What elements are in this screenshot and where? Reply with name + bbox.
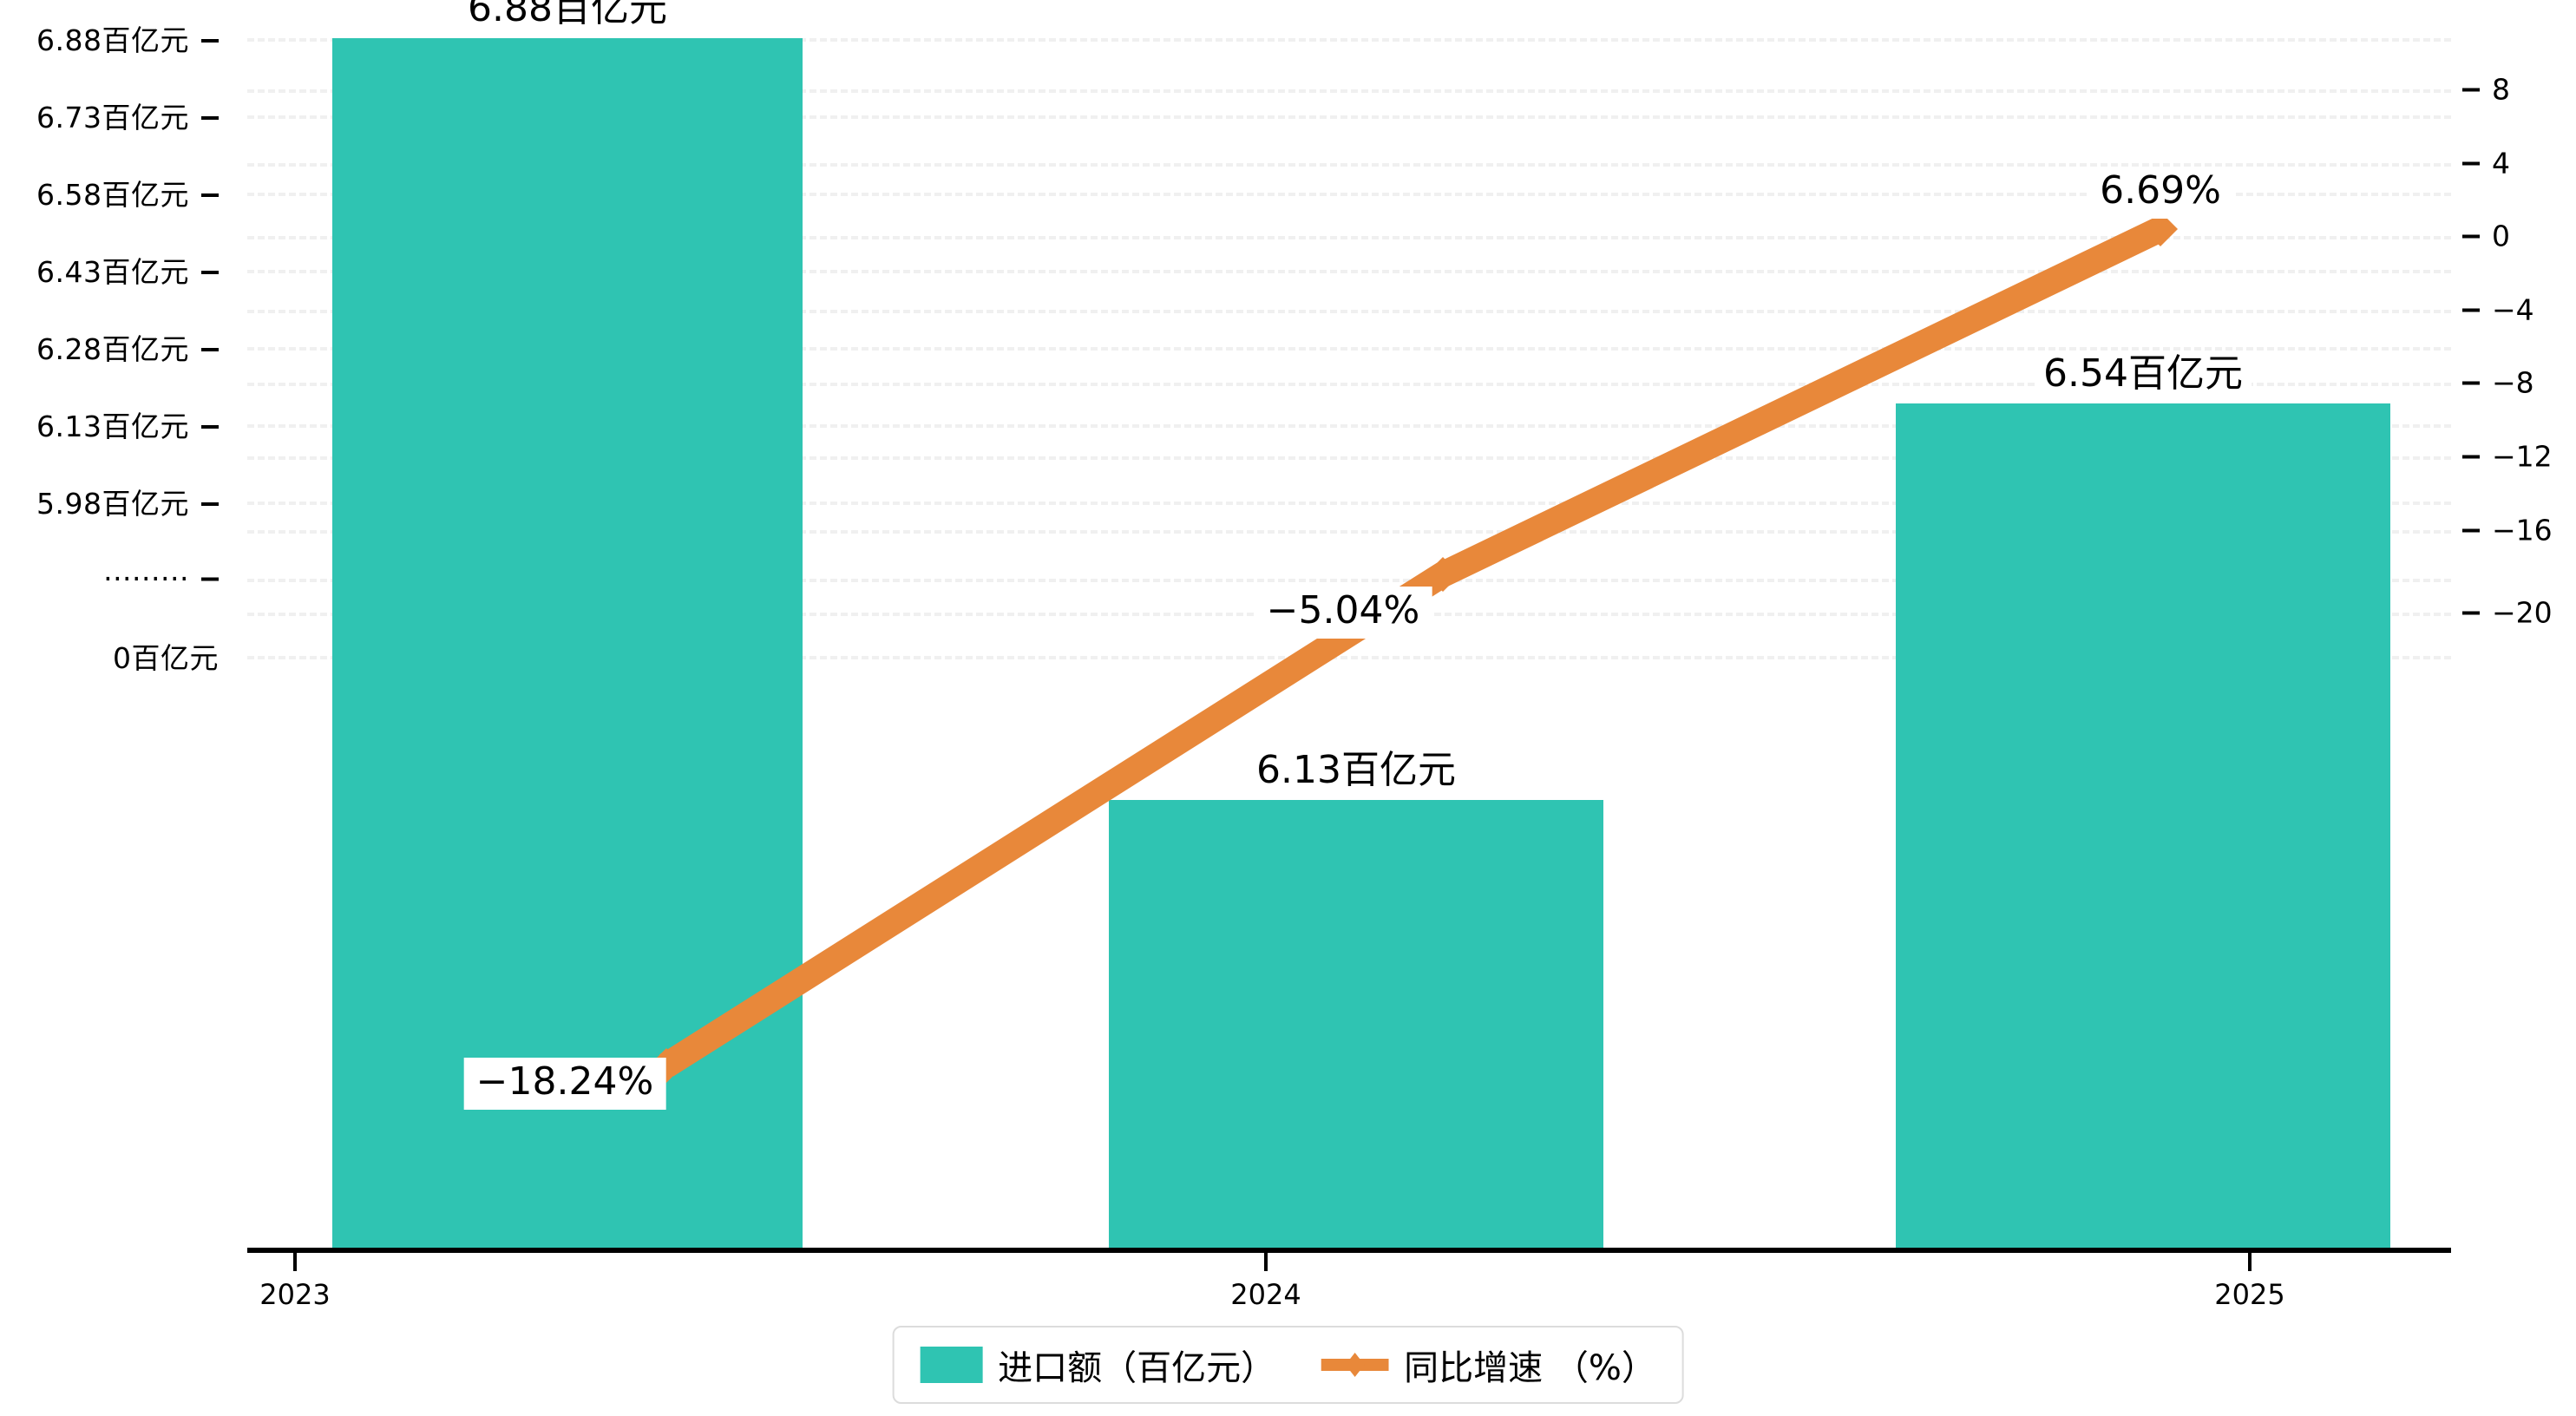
y-axis-right-tick-label: −12 bbox=[2492, 439, 2553, 474]
y-axis-right-tick: 0 bbox=[2462, 220, 2510, 253]
x-axis-tick-label-2025: 2025 bbox=[2214, 1278, 2285, 1311]
y-axis-right-tick-label: −4 bbox=[2492, 292, 2534, 327]
gridline bbox=[247, 89, 2451, 93]
bar-value-label-2023: 6.88百亿元 bbox=[459, 0, 676, 33]
y-axis-right-tick: 8 bbox=[2462, 73, 2510, 107]
y-axis-right-tick: −20 bbox=[2462, 596, 2553, 630]
y-axis-right-tick: −12 bbox=[2462, 440, 2553, 474]
y-axis-right-tick: −16 bbox=[2462, 514, 2553, 547]
y-axis-left-tick: 6.43百亿元 bbox=[36, 249, 219, 291]
legend-swatch-bar-icon bbox=[920, 1347, 983, 1383]
y-axis-right-tick-label: −8 bbox=[2492, 365, 2534, 400]
x-axis-tick-label-2024: 2024 bbox=[1230, 1278, 1301, 1311]
y-axis-left-tick-mark bbox=[201, 115, 219, 120]
y-axis-left-tick-label: 6.58百亿元 bbox=[36, 178, 189, 212]
y-axis-right-tick: −4 bbox=[2462, 293, 2534, 327]
y-axis-left-tick-mark bbox=[201, 347, 219, 351]
bar-value-label-2024: 6.13百亿元 bbox=[1248, 750, 1465, 795]
y-axis-right-tick-mark bbox=[2462, 308, 2480, 311]
y-axis-left-tick: 0百亿元 bbox=[113, 635, 219, 677]
y-axis-left-tick: 6.58百亿元 bbox=[36, 172, 219, 213]
legend-label-import-amount: 进口额（百亿元） bbox=[998, 1348, 1276, 1388]
y-axis-left-tick-label: ········· bbox=[103, 561, 189, 596]
y-axis-left-tick: 6.88百亿元 bbox=[36, 17, 219, 59]
x-axis-tick-mark bbox=[2248, 1250, 2252, 1271]
gridline bbox=[247, 163, 2451, 167]
y-axis-right-tick-mark bbox=[2462, 381, 2480, 384]
y-axis-right-tick: 4 bbox=[2462, 147, 2510, 180]
y-axis-left-tick-mark bbox=[201, 577, 219, 580]
y-axis-right-tick-label: −16 bbox=[2492, 513, 2553, 547]
y-axis-left-tick: 5.98百亿元 bbox=[36, 481, 219, 522]
y-axis-left-tick-label: 5.98百亿元 bbox=[36, 487, 189, 521]
y-axis-left-tick-label: 6.73百亿元 bbox=[36, 101, 189, 134]
y-axis-right-tick-mark bbox=[2462, 234, 2480, 238]
y-axis-left-tick-label: 6.43百亿元 bbox=[36, 255, 189, 289]
gridline bbox=[247, 115, 2451, 119]
y-axis-right-tick-mark bbox=[2462, 161, 2480, 165]
y-axis-right-tick-label: 8 bbox=[2492, 72, 2510, 107]
y-axis-right-tick-label: −20 bbox=[2492, 595, 2553, 630]
bar-2024[interactable] bbox=[1109, 800, 1603, 1248]
y-axis-left-tick-mark bbox=[201, 424, 219, 429]
line-value-label-2023: −18.24% bbox=[463, 1058, 666, 1110]
y-axis-right-tick-mark bbox=[2462, 88, 2480, 91]
y-axis-right-tick-mark bbox=[2462, 455, 2480, 458]
y-axis-left-tick-mark bbox=[201, 502, 219, 506]
y-axis-left-tick: 6.13百亿元 bbox=[36, 403, 219, 445]
line-value-label-2024: −5.04% bbox=[1254, 587, 1432, 639]
x-axis-spine bbox=[247, 1248, 2451, 1253]
x-axis-tick-mark bbox=[1264, 1250, 1268, 1271]
x-axis-tick-mark bbox=[293, 1250, 297, 1271]
bar-2025[interactable] bbox=[1896, 403, 2390, 1248]
y-axis-left-tick: 6.28百亿元 bbox=[36, 326, 219, 368]
y-axis-left-tick-mark bbox=[201, 270, 219, 274]
bar-value-label-2025: 6.54百亿元 bbox=[2035, 353, 2252, 398]
gridline bbox=[247, 193, 2451, 196]
y-axis-left-tick-label: 6.88百亿元 bbox=[36, 23, 189, 57]
y-axis-left-tick-label: 0百亿元 bbox=[113, 641, 219, 675]
y-axis-left-tick-mark bbox=[201, 38, 219, 43]
y-axis-right-tick-mark bbox=[2462, 528, 2480, 532]
legend-item-growth-rate[interactable]: 同比增速 （%） bbox=[1321, 1340, 1656, 1390]
y-axis-right-tick: −8 bbox=[2462, 366, 2534, 400]
x-axis-tick-label-2023: 2023 bbox=[259, 1278, 331, 1311]
legend[interactable]: 进口额（百亿元） 同比增速 （%） bbox=[892, 1326, 1684, 1404]
y-axis-left-tick-label: 6.28百亿元 bbox=[36, 332, 189, 366]
gridline bbox=[247, 38, 2451, 42]
y-axis-right-tick-label: 4 bbox=[2492, 146, 2510, 180]
y-axis-left-tick: 6.73百亿元 bbox=[36, 95, 219, 136]
y-axis-left-tick: ········· bbox=[103, 562, 219, 596]
y-axis-right-tick-label: 0 bbox=[2492, 219, 2510, 253]
line-value-label-2025: 6.69% bbox=[2088, 167, 2233, 219]
legend-swatch-line-icon bbox=[1321, 1347, 1389, 1382]
y-axis-left-tick-label: 6.13百亿元 bbox=[36, 410, 189, 443]
y-axis-right-tick-mark bbox=[2462, 611, 2480, 614]
legend-label-growth-rate: 同比增速 （%） bbox=[1404, 1348, 1656, 1388]
legend-item-import-amount[interactable]: 进口额（百亿元） bbox=[920, 1340, 1275, 1390]
y-axis-left-tick-mark bbox=[201, 193, 219, 197]
